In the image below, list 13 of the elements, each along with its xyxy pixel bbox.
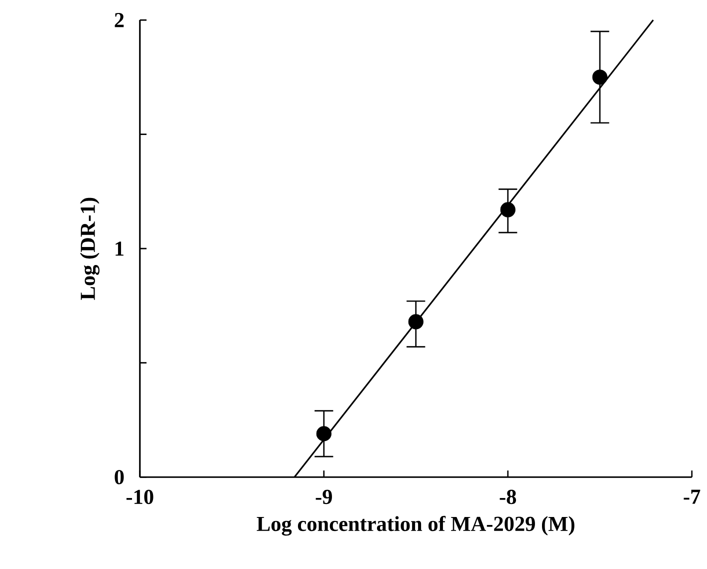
x-tick-label: -10 — [126, 490, 154, 504]
point — [316, 426, 332, 442]
x-tick-label: -9 — [316, 490, 332, 504]
y-axis-title: Log (DR-1) — [80, 198, 100, 300]
point — [408, 314, 424, 330]
x-axis-title: Log concentration of MA-2029 (M) — [256, 516, 574, 536]
x-tick-label: -8 — [500, 490, 516, 504]
y-tick-label: 2 — [114, 13, 124, 28]
y-tick-label: 0 — [114, 470, 124, 484]
x-tick-label: -7 — [684, 490, 700, 504]
point — [500, 202, 516, 218]
y-tick-label: 1 — [116, 242, 124, 256]
point — [592, 70, 608, 85]
